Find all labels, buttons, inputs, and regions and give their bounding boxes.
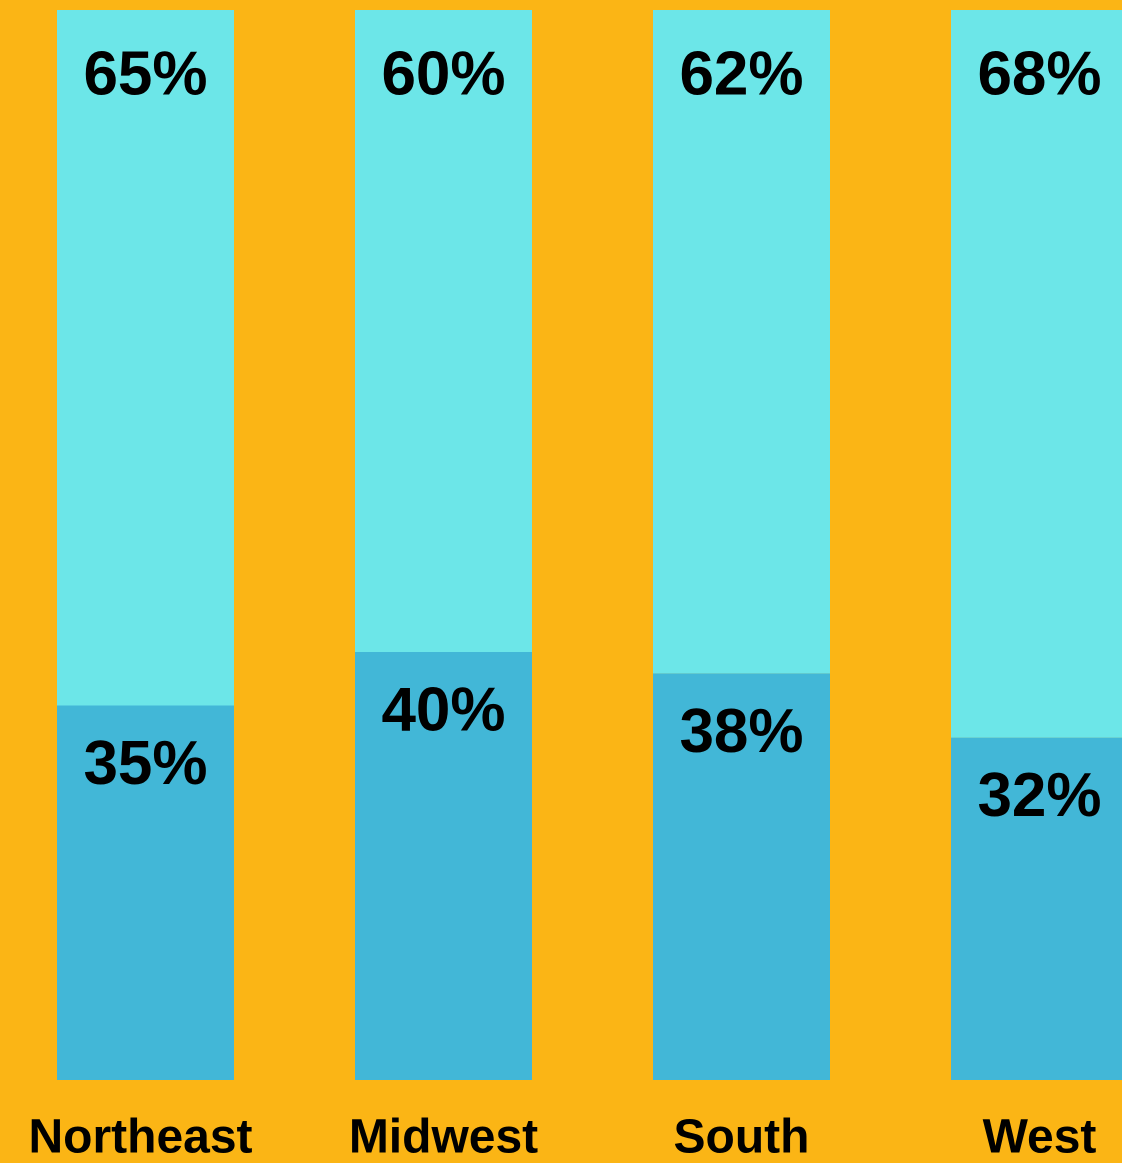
bar-segment — [57, 10, 234, 706]
bar-segment — [355, 10, 532, 652]
bar-segment — [653, 10, 830, 674]
x-tick-label: West — [983, 1111, 1097, 1163]
value-label: 40% — [381, 675, 505, 744]
value-label: 60% — [381, 39, 505, 108]
value-label: 32% — [977, 761, 1101, 830]
bar-segment — [57, 705, 234, 1080]
value-label: 68% — [977, 39, 1101, 108]
bar-segment — [355, 652, 532, 1080]
value-label: 38% — [679, 697, 803, 766]
x-tick-label: Northeast — [28, 1111, 252, 1163]
value-label: 65% — [83, 39, 207, 108]
x-tick-label: Midwest — [349, 1111, 538, 1163]
bar-segment — [951, 737, 1122, 1080]
bar-segment — [951, 10, 1122, 738]
value-label: 35% — [83, 729, 207, 798]
x-tick-label: South — [674, 1111, 810, 1163]
bar-segment — [653, 673, 830, 1080]
value-label: 62% — [679, 39, 803, 108]
